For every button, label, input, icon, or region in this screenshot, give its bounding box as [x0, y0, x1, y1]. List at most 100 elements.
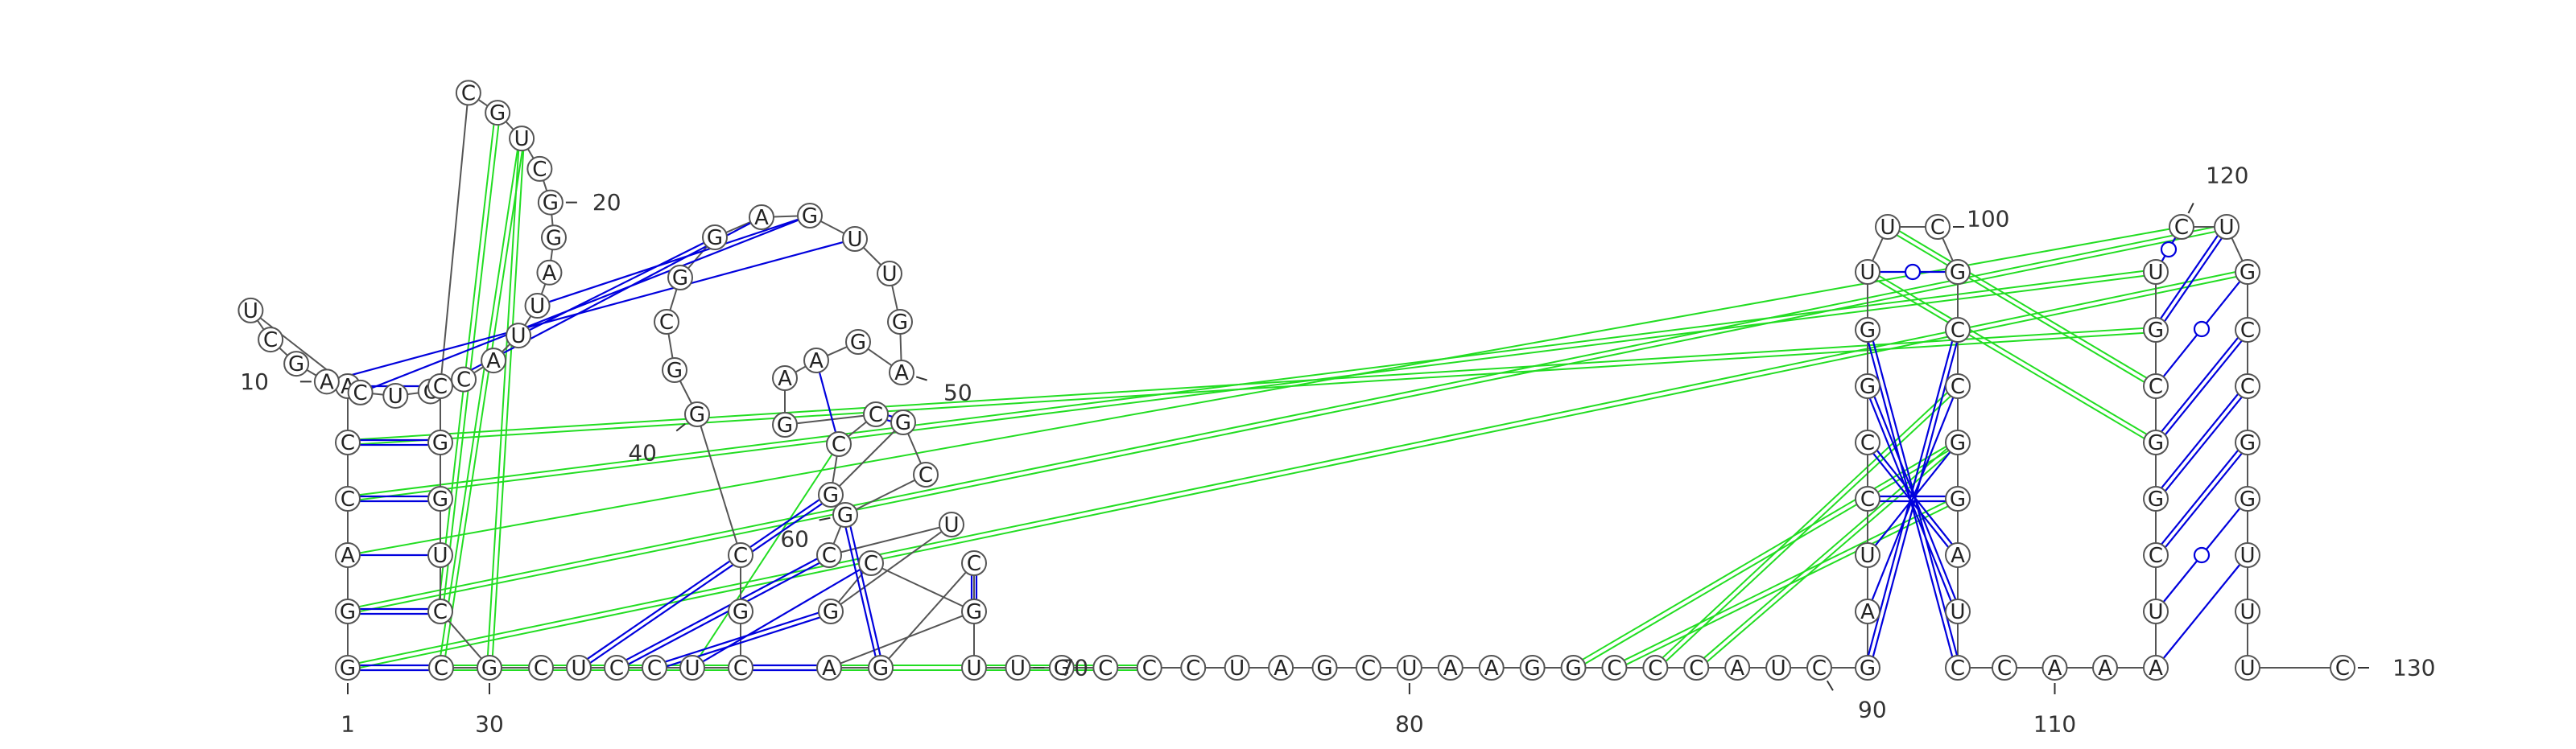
nucleotide-circle — [2143, 486, 2169, 512]
nucleotide-circle — [2235, 599, 2260, 624]
nucleotide-letter: U — [2240, 600, 2255, 624]
nucleotide-circle — [1268, 655, 1294, 681]
nucleotide-20: G — [537, 189, 564, 216]
label-tick — [1826, 680, 1834, 691]
nucleotide-letter: A — [2098, 656, 2112, 681]
nucleotide-60: G — [832, 502, 858, 528]
nucleotide-43: G — [667, 265, 693, 290]
position-label-10: 10 — [240, 368, 269, 395]
nucleotide-letter: C — [864, 552, 878, 576]
nucleotide-circle — [427, 599, 453, 624]
backbone-segment — [477, 99, 489, 107]
nucleotide-circle — [845, 329, 871, 355]
nucleotide-117: C — [2143, 373, 2169, 399]
nucleotide-circle — [728, 655, 753, 681]
nucleotide-letter: G — [2240, 261, 2256, 285]
base-pair-34-61 — [625, 558, 818, 661]
nucleotide-letter: C — [733, 544, 748, 568]
nucleotide-letter: C — [1951, 656, 1965, 681]
nucleotide-93: U — [1855, 542, 1880, 568]
base-pair-16-44 — [528, 241, 705, 331]
nucleotide-circle — [2235, 655, 2260, 681]
nucleotide-49: G — [887, 309, 913, 335]
base-pair-33-57 — [587, 499, 820, 660]
nucleotide-letter: G — [543, 191, 559, 216]
base-pair-34-61 — [628, 562, 820, 665]
backbone-layer — [257, 99, 2330, 669]
nucleotide-115: G — [2143, 486, 2169, 512]
nucleotide-75: U — [1224, 655, 1250, 681]
nucleotide-95: C — [1855, 430, 1880, 455]
nucleotide-letter: G — [546, 226, 562, 250]
nucleotide-2: G — [335, 599, 361, 624]
tertiary-interaction-31-22 — [444, 150, 523, 656]
nucleotide-letter: U — [571, 656, 586, 681]
nucleotide-88: A — [1724, 655, 1751, 681]
nucleotide-circle — [537, 189, 564, 216]
base-pair-115-124 — [2164, 396, 2243, 492]
tertiary-interaction-30-22 — [491, 150, 525, 656]
nucleotide-letter: C — [1812, 656, 1827, 681]
nucleotide-circle — [2143, 317, 2169, 343]
nucleotide-circle — [1642, 655, 1669, 681]
backbone-segment — [473, 366, 484, 374]
tertiary-interaction-31-22 — [440, 150, 518, 656]
nucleotide-61: C — [816, 542, 842, 568]
nucleotide-circle — [1855, 259, 1880, 285]
nucleotide-121: U — [2214, 214, 2240, 240]
backbone-segment — [667, 333, 674, 359]
tertiary-interaction-5-118 — [359, 327, 2144, 441]
nucleotide-112: A — [2143, 655, 2169, 681]
position-label-40: 40 — [628, 440, 657, 467]
base-pair-52-56 — [818, 372, 837, 433]
nucleotide-37: C — [728, 655, 753, 681]
nucleotide-letter: U — [2240, 544, 2255, 568]
nucleotide-57: G — [818, 482, 844, 508]
nucleotide-letter: C — [456, 368, 471, 393]
nucleotide-circle — [890, 409, 916, 435]
base-pair-114-125 — [2161, 450, 2240, 545]
nucleotide-90: C — [1806, 655, 1832, 681]
nucleotide-letter: C — [263, 328, 278, 352]
backbone-segment — [257, 319, 265, 331]
position-label-20: 20 — [592, 189, 621, 216]
backbone-segment — [819, 220, 845, 234]
nucleotide-circle — [1806, 655, 1832, 681]
backbone-segment — [795, 365, 807, 373]
tertiary-interaction-1-122 — [358, 271, 2235, 664]
nucleotide-106: A — [1945, 542, 1971, 568]
nucleotide-circle — [889, 360, 914, 385]
nucleotide-circle — [1601, 655, 1628, 681]
nucleotide-56: C — [826, 431, 852, 457]
nucleotide-26: G — [427, 430, 453, 455]
nucleotide-12: U — [382, 382, 409, 409]
nucleotide-letter: G — [802, 204, 818, 228]
nucleotide-letter: A — [1484, 656, 1499, 681]
nucleotide-circle — [816, 655, 842, 681]
tertiary-interaction-86-103 — [1662, 392, 1948, 659]
nucleotide-letter: A — [320, 370, 334, 394]
nucleotide-circle — [2235, 542, 2260, 568]
nucleotide-52: A — [803, 348, 829, 373]
nucleotide-58: G — [890, 409, 916, 435]
nucleotide-letter: A — [1951, 544, 1965, 568]
nucleotide-circle — [728, 599, 753, 624]
nucleotide-letter: A — [778, 367, 792, 391]
backbone-segment — [372, 393, 384, 396]
nucleotide-letter: C — [1997, 656, 2012, 681]
nucleotide-letter: G — [823, 484, 839, 508]
base-pair-118-121 — [2164, 237, 2223, 322]
base-pair-33-57 — [589, 503, 823, 664]
nucleotide-letter: U — [514, 127, 530, 151]
nucleotide-circle — [1945, 486, 1971, 512]
nucleotide-circle — [1945, 599, 1971, 624]
nucleotide-circle — [2235, 430, 2260, 455]
backbone-segment — [837, 571, 865, 603]
nucleotide-circle — [702, 224, 728, 250]
nucleotide-27: G — [427, 486, 453, 512]
nucleotide-circle — [887, 309, 913, 335]
nucleotide-letter: G — [1565, 656, 1581, 681]
nucleotide-107: U — [1945, 599, 1971, 624]
tertiary-interaction-29-23 — [438, 124, 495, 599]
